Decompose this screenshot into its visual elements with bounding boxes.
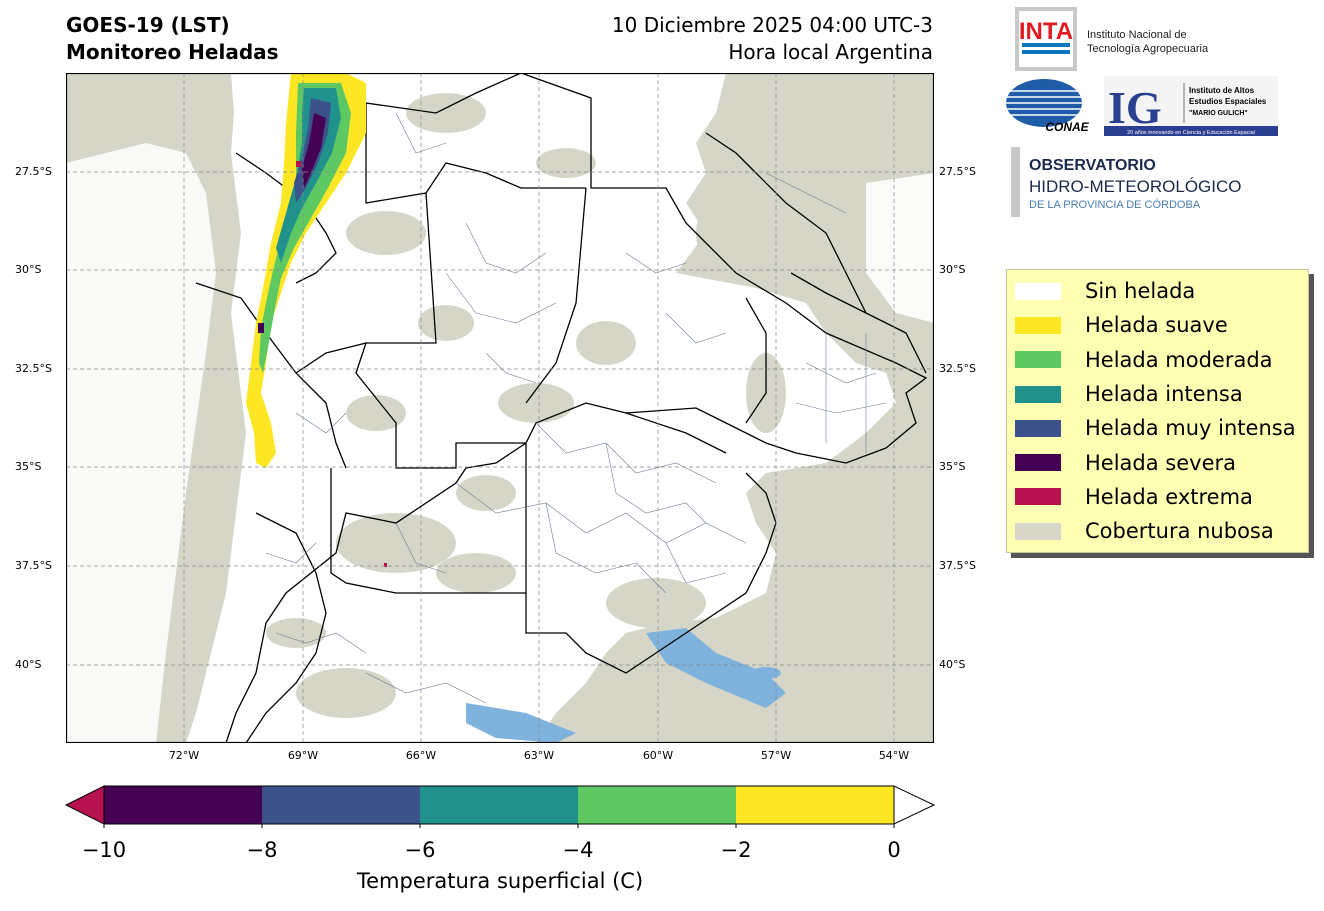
obs-line3: DE LA PROVINCIA DE CÓRDOBA [1029, 198, 1201, 211]
lon-tick: 60°W [642, 749, 674, 762]
ig-mark: IG [1108, 82, 1162, 133]
lat-tick-left: 30°S [15, 263, 42, 276]
frost-map [65, 72, 935, 744]
lat-tick-right: 30°S [939, 263, 966, 276]
colorbar-over-arrow [893, 785, 936, 825]
lon-tick: 66°W [405, 749, 437, 762]
title-line-2: Monitoreo Heladas [66, 40, 279, 64]
lon-tick: 54°W [878, 749, 910, 762]
lon-tick: 72°W [168, 749, 200, 762]
gridlines [66, 73, 934, 743]
inta-name-line1: Instituto Nacional de [1087, 29, 1187, 41]
clear-sky-west [66, 143, 216, 743]
lat-tick-left: 35°S [15, 460, 42, 473]
lon-tick: 63°W [523, 749, 555, 762]
lon-tick: 57°W [760, 749, 792, 762]
institution-logos: INTA Instituto Nacional de Tecnología Ag… [1003, 5, 1303, 220]
obs-line1: OBSERVATORIO [1029, 157, 1156, 174]
ig-line1: Instituto de Altos [1189, 86, 1255, 95]
legend-label: Helada extrema [1085, 484, 1253, 509]
legend-swatch [1015, 522, 1061, 540]
ig-tagline: 20 años innovando en Ciencia y Educación… [1127, 130, 1255, 136]
ig-logo: IG Instituto de Altos Estudios Espaciale… [1104, 76, 1278, 136]
title-line-1: GOES-19 (LST) [66, 13, 230, 37]
lat-tick-right: 37.5°S [939, 559, 976, 572]
map-canvas [65, 72, 935, 744]
legend-swatch [1015, 316, 1061, 334]
lon-tick: 69°W [287, 749, 319, 762]
ig-line2: Estudios Espaciales [1189, 97, 1267, 106]
colorbar [62, 782, 938, 828]
ig-line3: "MARIO GULICH" [1189, 110, 1248, 117]
lat-tick-right: 27.5°S [939, 165, 976, 178]
clear-sky-east [866, 173, 934, 323]
legend-item: Sin helada [1007, 274, 1308, 308]
legend-swatch [1015, 282, 1061, 300]
inta-mark: INTA [1019, 18, 1073, 45]
colorbar-bin [578, 786, 736, 824]
colorbar-tick: −4 [562, 838, 594, 862]
legend-label: Helada intensa [1085, 382, 1243, 407]
water-areas [466, 628, 786, 743]
colorbar-bin [420, 786, 578, 824]
legend-label: Helada severa [1085, 450, 1236, 475]
legend-item: Helada muy intensa [1007, 411, 1308, 445]
legend-item: Helada extrema [1007, 480, 1308, 514]
legend-item: Helada severa [1007, 445, 1308, 479]
colorbar-tick: 0 [887, 838, 901, 862]
colorbar-tick: −2 [720, 838, 752, 862]
timezone-line: Hora local Argentina [728, 40, 933, 64]
legend-label: Helada suave [1085, 313, 1228, 338]
colorbar-frame [103, 785, 895, 825]
legend-label: Helada moderada [1085, 347, 1273, 372]
inta-logo: INTA Instituto Nacional de Tecnología Ag… [1015, 7, 1209, 71]
lat-tick-left: 40°S [15, 658, 42, 671]
lat-tick-right: 32.5°S [939, 362, 976, 375]
legend-item: Helada moderada [1007, 343, 1308, 377]
legend-swatch [1015, 385, 1061, 403]
colorbar-bin [104, 786, 262, 824]
lat-tick-right: 35°S [939, 460, 966, 473]
legend-swatch [1015, 419, 1061, 437]
lat-tick-left: 27.5°S [15, 165, 52, 178]
colorbar-tick: −6 [404, 838, 436, 862]
lat-tick-left: 37.5°S [15, 559, 52, 572]
department-borders [265, 112, 887, 704]
legend-label: Cobertura nubosa [1085, 519, 1274, 544]
conae-mark: CONAE [1045, 120, 1089, 134]
colorbar-tick: −10 [81, 838, 127, 862]
legend-swatch [1015, 454, 1061, 472]
inta-name-line2: Tecnología Agropecuaria [1087, 43, 1209, 55]
logos-canvas: INTA Instituto Nacional de Tecnología Ag… [1006, 7, 1278, 217]
colorbar-tick: −8 [246, 838, 278, 862]
chart-title: GOES-19 (LST) Monitoreo Heladas [66, 12, 279, 66]
colorbar-canvas [64, 785, 936, 828]
date-line: 10 Diciembre 2025 04:00 UTC-3 [611, 13, 933, 37]
colorbar-under-arrow [64, 785, 105, 825]
lat-tick-right: 40°S [939, 658, 966, 671]
map-frame [65, 72, 935, 744]
observatorio-logo: OBSERVATORIO HIDRO-METEOROLÓGICO DE LA P… [1011, 147, 1242, 217]
legend-item: Helada intensa [1007, 377, 1308, 411]
conae-logo: CONAE [1006, 79, 1090, 134]
colorbar-bin [736, 786, 894, 824]
legend-item: Cobertura nubosa [1007, 514, 1308, 548]
legend-item: Helada suave [1007, 308, 1308, 342]
colorbar-label: Temperatura superficial (C) [356, 869, 644, 893]
province-borders [195, 73, 928, 743]
legend-swatch [1015, 488, 1061, 506]
timestamp: 10 Diciembre 2025 04:00 UTC-3 Hora local… [612, 12, 933, 66]
colorbar-bin [262, 786, 420, 824]
legend-label: Helada muy intensa [1085, 416, 1296, 441]
lat-tick-left: 32.5°S [15, 362, 52, 375]
legend: Sin helada Helada suave Helada moderada Hel… [1006, 269, 1309, 553]
legend-swatch [1015, 351, 1061, 369]
legend-label: Sin helada [1085, 279, 1196, 304]
obs-line2: HIDRO-METEOROLÓGICO [1029, 177, 1242, 196]
